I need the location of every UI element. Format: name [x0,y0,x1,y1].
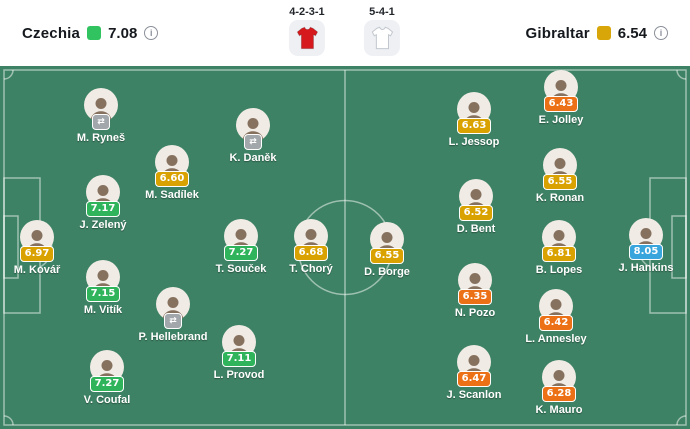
player-away[interactable]: 6.63 L. Jessop [432,92,516,149]
player-away[interactable]: 6.47 J. Scanlon [432,345,516,402]
player-away[interactable]: 6.35 N. Pozo [433,263,517,320]
player-rating-badge: 7.15 [86,286,120,302]
away-team-name: Gibraltar [525,24,590,42]
home-jersey-icon [288,20,325,56]
home-formation-label: 4-2-3-1 [289,6,325,18]
player-rating-badge: 7.17 [86,201,120,217]
home-rating-color-square [87,26,102,40]
player-name: J. Zelený [79,219,127,231]
player-away[interactable]: 6.55 D. Borge [345,222,429,279]
player-name: L. Provod [213,369,265,381]
player-home[interactable]: 7.27 V. Coufal [65,350,149,407]
football-pitch: 6.97 M. Kovář ⇄ M. Ryneš 7.17 J. Zelený … [0,66,690,429]
player-rating-badge: 7.27 [90,376,124,392]
player-name: T. Souček [215,263,267,275]
player-home[interactable]: 7.27 T. Souček [199,219,283,276]
away-jersey-icon [363,20,400,56]
player-home[interactable]: ⇄ K. Daněk [211,108,295,165]
player-name: M. Vitík [83,304,123,316]
player-away[interactable]: 6.81 B. Lopes [517,220,601,277]
player-away[interactable]: 6.52 D. Bent [434,179,518,236]
player-rating-badge: 7.27 [224,245,258,261]
player-rating-badge: 6.43 [544,96,578,112]
player-name: K. Ronan [535,192,585,204]
info-icon[interactable]: i [654,26,668,40]
player-home[interactable]: ⇄ M. Ryneš [59,88,143,145]
player-home[interactable]: 6.60 M. Sadílek [130,145,214,202]
away-rating-color-square [596,26,611,40]
player-away[interactable]: 6.55 K. Ronan [518,148,602,205]
player-rating-badge: 6.60 [155,171,189,187]
players-layer: 6.97 M. Kovář ⇄ M. Ryneš 7.17 J. Zelený … [0,66,690,429]
player-rating-badge: 6.68 [294,245,328,261]
player-home[interactable]: 7.17 J. Zelený [61,175,145,232]
lineups-header: Czechia 7.08 i 4-2-3-1 5-4-1 [0,0,690,66]
player-name: D. Borge [364,266,410,278]
player-home[interactable]: 7.15 M. Vitík [61,260,145,317]
home-formation-block: 4-2-3-1 [288,6,326,56]
player-rating-badge: 6.63 [457,118,491,134]
substitution-badge: ⇄ [92,114,110,130]
away-formation-label: 5-4-1 [369,6,395,18]
player-rating-badge: 6.52 [459,205,493,221]
player-name: M. Sadílek [145,189,199,201]
player-home[interactable]: 6.68 T. Chorý [269,219,353,276]
formations-block: 4-2-3-1 5-4-1 [288,6,401,56]
player-rating-badge: 6.55 [370,248,404,264]
player-rating-badge: 6.55 [543,174,577,190]
player-rating-badge: 6.81 [542,246,576,262]
player-name: L. Jessop [448,136,500,148]
away-formation-block: 5-4-1 [363,6,401,56]
player-rating-badge: 7.11 [222,351,256,367]
player-away[interactable]: 6.43 E. Jolley [519,70,603,127]
info-icon[interactable]: i [144,26,159,40]
player-home[interactable]: 6.97 M. Kovář [0,220,79,277]
player-name: N. Pozo [454,307,496,319]
home-team-summary[interactable]: Czechia 7.08 i [0,24,159,42]
player-rating-badge: 8.05 [629,244,663,260]
away-team-summary[interactable]: Gibraltar 6.54 i [525,25,690,42]
substitution-badge: ⇄ [164,313,182,329]
player-name: P. Hellebrand [138,331,208,343]
player-home[interactable]: 7.11 L. Provod [197,325,281,382]
player-name: D. Bent [456,223,496,235]
player-name: E. Jolley [538,114,584,126]
player-away[interactable]: 8.05 J. Hankins [604,218,688,275]
home-team-rating: 7.08 [108,24,138,42]
player-rating-badge: 6.28 [542,386,576,402]
player-name: K. Daněk [229,152,277,164]
player-rating-badge: 6.97 [20,246,54,262]
away-team-rating: 6.54 [617,24,647,42]
player-name: B. Lopes [535,264,583,276]
player-rating-badge: 6.35 [458,289,492,305]
substitution-badge: ⇄ [244,134,262,150]
player-away[interactable]: 6.42 L. Annesley [514,289,598,346]
player-name: M. Kovář [13,264,61,276]
player-name: J. Hankins [618,262,674,274]
player-name: J. Scanlon [446,389,502,401]
player-rating-badge: 6.47 [457,371,491,387]
player-name: T. Chorý [289,263,333,275]
player-name: L. Annesley [525,333,587,345]
player-name: V. Coufal [83,394,131,406]
player-home[interactable]: ⇄ P. Hellebrand [131,287,215,344]
player-away[interactable]: 6.28 K. Mauro [517,360,601,417]
home-team-name: Czechia [22,24,81,42]
player-name: M. Ryneš [76,132,126,144]
player-rating-badge: 6.42 [539,315,573,331]
player-name: K. Mauro [535,404,583,416]
